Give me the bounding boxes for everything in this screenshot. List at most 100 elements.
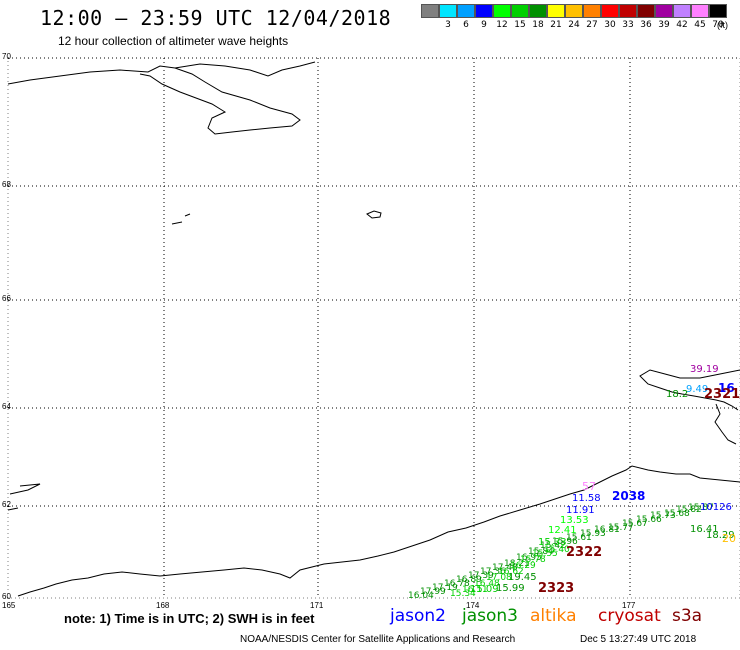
track-label: 16.04 [408,591,434,601]
lat-label-64: 64 [2,402,11,411]
track-label: 15.78 [520,555,546,565]
track-label: 16.81 [594,525,620,535]
color-scale-bin: 45 [691,4,709,30]
color-scale-bin [421,4,439,30]
wave-height-label: 15.09 [470,584,499,595]
track-label: 16.29 [510,561,536,571]
color-scale-swatch [673,4,691,18]
track-label: 15.82 [676,505,702,515]
track-label: 15.87 [688,503,714,513]
color-scale-bin: 42 [673,4,691,30]
lat-label-66: 66 [2,294,11,303]
color-scale-swatch [601,4,619,18]
color-scale-label: 3 [445,20,451,30]
color-scale-bin: 30 [601,4,619,30]
wave-height-label: 2323 [538,581,574,596]
color-scale-swatch [583,4,601,18]
units-note: note: 1) Time is in UTC; 2) SWH is in fe… [64,611,315,626]
color-scale-bar: 3 6 9 12 15 18 21 24 27 30 33 36 39 42 45 70 [421,4,727,30]
color-scale-label: 12 [496,20,508,30]
track-label: 17.48 [492,563,518,573]
wave-height-label: 16 [718,381,735,395]
wave-height-label: 39.19 [690,364,719,375]
wave-height-label: 15.33 [538,537,567,548]
track-label: 16.78 [444,579,470,589]
legend-cryosat: cryosat [598,606,661,626]
color-scale-bin: 21 [547,4,565,30]
track-label: 15.34 [450,589,476,599]
color-scale-bin: 36 [637,4,655,30]
legend-jason3: jason3 [462,606,518,626]
track-label: 15.93 [580,529,606,539]
lat-label-60: 60 [2,592,11,601]
track-label: 15.66 [636,515,662,525]
track-label: 16.48 [474,579,500,589]
color-scale-swatch [457,4,475,18]
color-scale-bin: 27 [583,4,601,30]
coastline-chukotka-north [7,61,316,135]
lon-label-177: 177 [622,601,636,610]
track-label: 17.39 [468,571,494,581]
track-label: 15.67 [622,519,648,529]
map-grid [8,57,740,598]
track-jason3-dense-lower: 15.34 16.11 16.48 17.08 16.62 16.29 15.7… [450,545,570,599]
coastline-island-b [171,213,191,225]
lat-label-68: 68 [2,180,11,189]
track-label: 15.55 [532,549,558,559]
color-scale-swatch [637,4,655,18]
coastline-island-a [366,210,382,219]
color-scale-label: 27 [586,20,598,30]
lat-label-62: 62 [2,500,11,509]
color-scale-bin: 9 [475,4,493,30]
wave-height-label: 18.2 [666,389,688,400]
wave-height-label: 11.91 [566,505,595,516]
track-label: 17.19 [432,583,458,593]
track-label: 16.89 [456,575,482,585]
page-subtitle: 12 hour collection of altimeter wave hei… [58,34,289,48]
color-scale-label: 39 [658,20,670,30]
track-label: 17.36 [480,567,506,577]
coastline-alaska-seward [639,369,740,445]
footer-credit: NOAA/NESDIS Center for Satellite Applica… [240,634,516,645]
lon-label-174: 174 [466,601,480,610]
track-label: 16.62 [498,567,524,577]
color-scale-swatch [421,4,439,18]
lon-label-168: 168 [156,601,170,610]
color-scale-swatch [529,4,547,18]
wave-height-label: 2038 [612,489,645,503]
wave-height-label: 9.49 [686,384,708,395]
track-label: 17.99 [420,587,446,597]
color-scale-bin: 70 [709,4,727,30]
track-label: 15.61 [566,533,592,543]
color-scale-bin: 6 [457,4,475,30]
page-title: 12:00 – 23:59 UTC 12/04/2018 [40,6,392,30]
track-label: 18.21 [504,559,530,569]
color-scale-label: 33 [622,20,634,30]
color-scale-label: 45 [694,20,706,30]
wave-height-label: 11.58 [572,493,601,504]
track-label: 16.95 [516,553,542,563]
color-scale-bin: 24 [565,4,583,30]
legend-jason2: jason2 [390,606,446,626]
color-scale-label: 6 [463,20,469,30]
wave-height-label: 2322 [566,545,602,560]
color-scale-swatch [493,4,511,18]
lat-label-70: 70 [2,52,11,61]
color-scale-label: 70 [712,20,724,30]
track-label: 17.08 [486,573,512,583]
coastline [7,61,740,597]
color-scale-label: 18 [532,20,544,30]
color-scale-swatch [547,4,565,18]
color-scale-bin: 12 [493,4,511,30]
wave-height-label: 2321 [704,387,740,402]
color-scale-label: 36 [640,20,652,30]
color-scale-bin: 3 [439,4,457,30]
color-scale-bin: 33 [619,4,637,30]
track-label: 15.77 [608,523,634,533]
color-scale-bin: 39 [655,4,673,30]
track-label: 15.40 [544,545,570,555]
color-scale-swatch [619,4,637,18]
track-jason3-dense: 16.04 17.99 17.19 16.78 16.89 17.39 17.3… [408,503,714,601]
color-scale-swatch [655,4,673,18]
